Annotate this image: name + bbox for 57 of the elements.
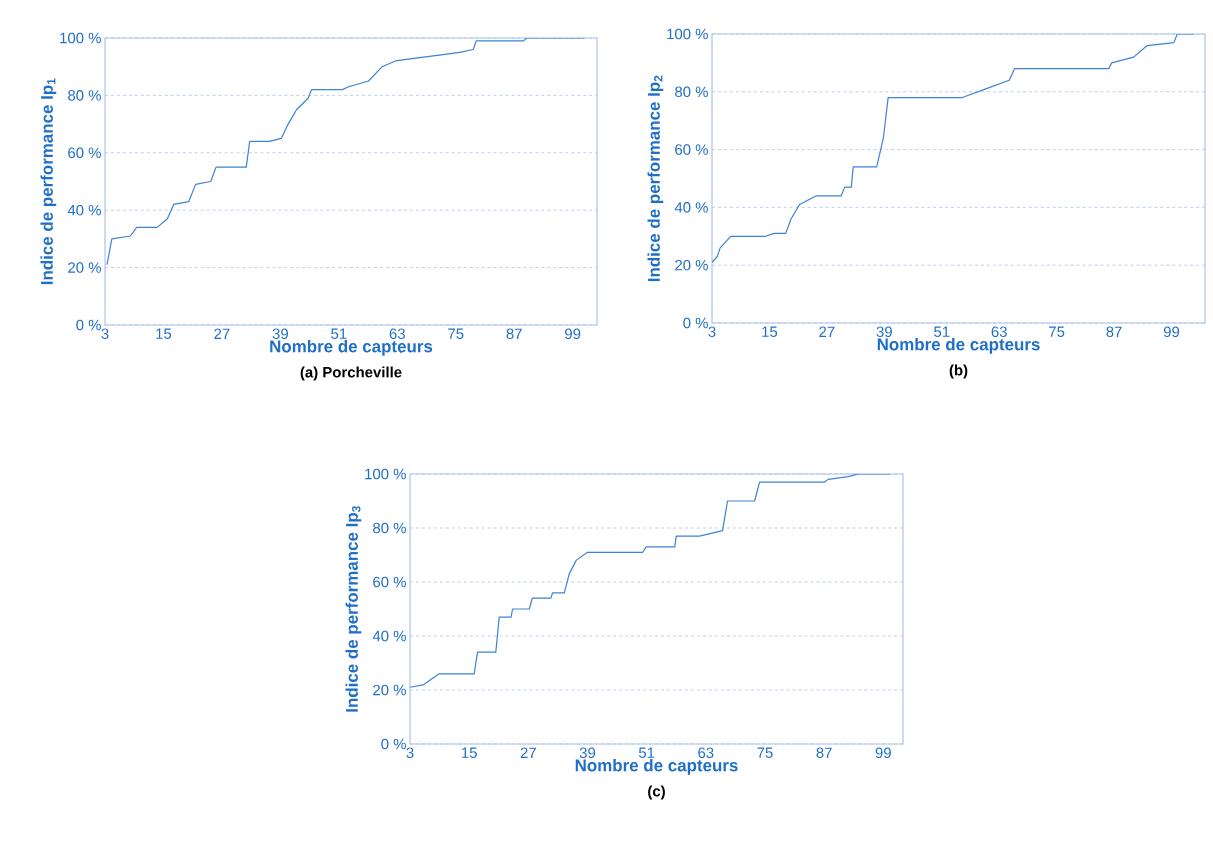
x-tick-label: 99	[565, 328, 581, 340]
x-tick-label: 27	[520, 747, 536, 758]
x-tick-label: 39	[579, 747, 596, 759]
line-series	[712, 33, 1195, 263]
y-tick-label: 20 %	[675, 259, 708, 271]
x-axis-title: Nombre de capteurs	[575, 758, 738, 775]
x-tick-label: 87	[506, 328, 522, 340]
x-tick-label: 99	[1163, 326, 1180, 338]
y-tick-label: 20 %	[373, 684, 406, 696]
y-tick-label: 20 %	[68, 262, 101, 273]
x-tick-label: 15	[462, 747, 477, 758]
y-tick-label: 60 %	[68, 147, 101, 159]
x-tick-label: 75	[1049, 326, 1065, 337]
x-axis-title: Nombre de capteurs	[270, 339, 433, 356]
x-tick-label: 3	[406, 747, 414, 759]
y-axis-title: Indice de performance Ip$_{2}$	[647, 75, 664, 282]
x-tick-label: 39	[272, 328, 288, 340]
y-axis-title: Indice de performance Ip$_{3}$	[345, 506, 362, 712]
y-axis-title: Indice de performance Ip$_{1}$	[40, 78, 57, 285]
x-tick-label: 63	[698, 747, 714, 759]
x-tick-label: 15	[156, 328, 172, 339]
y-tick-label: 0 %	[381, 738, 406, 750]
y-tick-label: 40 %	[674, 202, 708, 213]
y-tick-label: 0 %	[76, 319, 101, 331]
text: (c)	[648, 785, 665, 800]
x-tick-label: 63	[389, 328, 405, 340]
y-tick-label: 0 %	[683, 317, 708, 329]
x-tick-label: 27	[819, 326, 835, 337]
x-tick-label: 3	[708, 326, 716, 338]
y-tick-label: 80 %	[68, 90, 101, 101]
x-tick-label: 63	[991, 326, 1007, 338]
x-tick-label: 15	[762, 326, 778, 337]
y-tick-label: 80 %	[373, 522, 406, 534]
x-tick-label: 75	[757, 747, 773, 758]
x-tick-label: 99	[875, 747, 891, 759]
x-tick-label: 87	[816, 747, 832, 759]
text: (b)	[949, 364, 968, 379]
y-tick-label: 40 %	[67, 204, 101, 216]
y-tick-label: 80 %	[675, 86, 708, 98]
line-series	[410, 473, 891, 688]
x-tick-label: 51	[934, 326, 950, 337]
x-tick-label: 27	[214, 328, 230, 339]
y-tick-label: 40 %	[372, 630, 406, 642]
x-tick-label: 39	[876, 326, 892, 338]
y-tick-label: 60 %	[373, 576, 406, 588]
y-tick-label: 100 %	[60, 32, 101, 44]
y-tick-label: 100 %	[667, 28, 708, 40]
text: (a) Porcheville	[300, 366, 402, 381]
y-tick-label: 100 %	[365, 468, 406, 480]
line-series	[106, 37, 585, 266]
x-tick-label: 87	[1106, 326, 1122, 338]
x-axis-title: Nombre de capteurs	[877, 337, 1040, 354]
x-tick-label: 51	[638, 747, 655, 758]
x-tick-label: 3	[101, 328, 109, 340]
y-tick-label: 60 %	[675, 144, 708, 155]
x-tick-label: 51	[331, 328, 347, 339]
x-tick-label: 75	[448, 328, 464, 339]
